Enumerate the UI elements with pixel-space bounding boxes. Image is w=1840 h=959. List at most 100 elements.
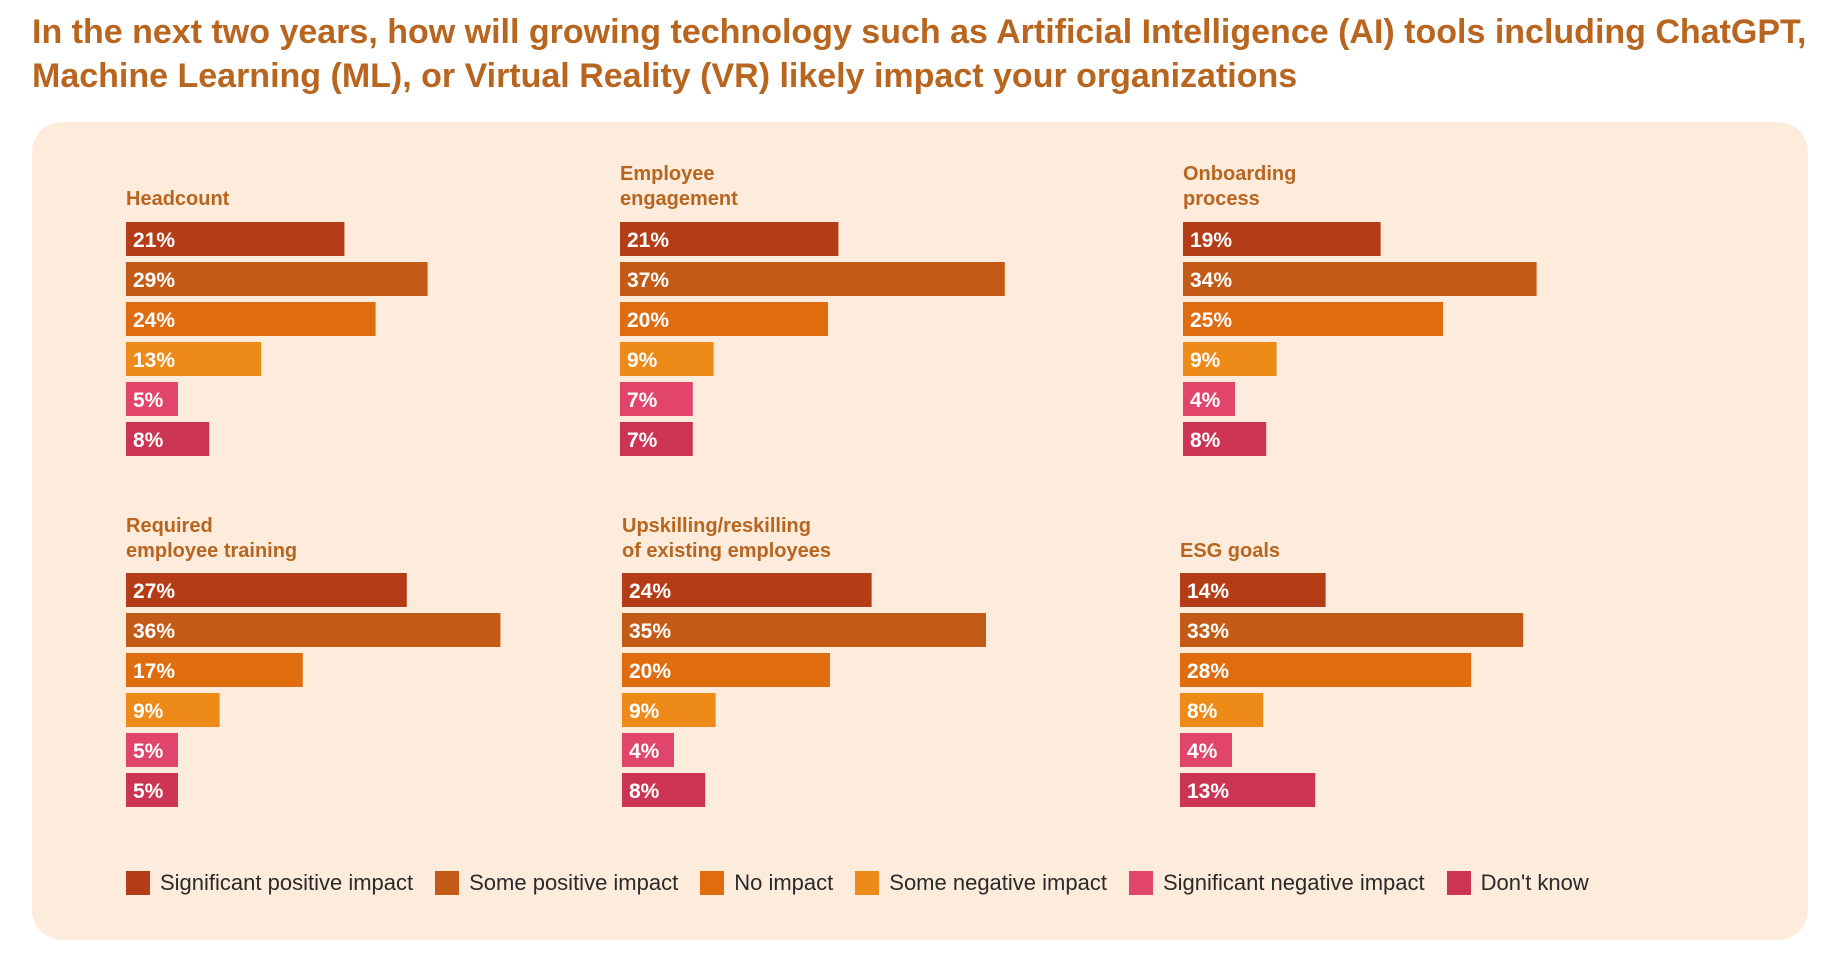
data-label: 4% [1187, 740, 1218, 763]
bar [126, 422, 210, 456]
bar [620, 422, 693, 456]
legend-swatch [126, 871, 150, 895]
bar [1183, 382, 1235, 416]
data-label: 9% [133, 700, 164, 723]
legend-label: Some positive impact [469, 870, 679, 895]
data-label: 21% [627, 229, 669, 252]
bar-chart-6: ESG goals 14% 33% 28% 8% 4% 13% [1180, 540, 1524, 807]
bar-chart-5: Upskilling/reskilling of existing employe… [622, 515, 986, 807]
legend-item-no-impact: No impact [700, 870, 833, 896]
data-label: 34% [1190, 269, 1232, 292]
chart-title: process [1183, 188, 1260, 210]
data-label: 14% [1187, 580, 1229, 603]
bar [1183, 262, 1537, 296]
data-label: 21% [133, 229, 175, 252]
data-label: 28% [1187, 660, 1229, 683]
data-label: 37% [627, 269, 669, 292]
chart-title: of existing employees [622, 540, 831, 562]
bar [1183, 422, 1267, 456]
data-label: 9% [629, 700, 660, 723]
data-label: 5% [133, 389, 164, 412]
data-label: 25% [1190, 309, 1232, 332]
data-label: 9% [627, 349, 658, 372]
data-label: 24% [629, 580, 671, 603]
data-label: 5% [133, 780, 164, 803]
data-label: 29% [133, 269, 175, 292]
bar [126, 302, 376, 336]
bar [126, 693, 220, 727]
legend-swatch [435, 871, 460, 895]
legend-label: Significant positive impact [160, 870, 414, 895]
data-label: 35% [629, 620, 671, 643]
bar [622, 613, 986, 647]
legend-swatch [855, 871, 880, 895]
chart-panel [32, 122, 1808, 940]
bar [622, 693, 716, 727]
legend-label: Significant negative impact [1162, 870, 1425, 895]
data-label: 24% [133, 309, 175, 332]
bar [126, 342, 262, 376]
bar [126, 733, 178, 767]
data-label: 19% [1190, 229, 1232, 252]
bar [1183, 222, 1381, 256]
legend-swatch [1446, 871, 1471, 895]
bar [126, 573, 407, 607]
bar [620, 302, 828, 336]
legend-swatch [1128, 871, 1153, 895]
legend-item-some-negative: Some negative impact [855, 870, 1107, 896]
bar-chart-3: Onboarding process 19% 34% 25% 9% 4% 8% [1183, 163, 1537, 456]
legend-label: Don't know [1480, 870, 1589, 895]
bar [126, 382, 178, 416]
chart-title: Required [126, 515, 213, 537]
data-label: 8% [1187, 700, 1218, 723]
bar [620, 342, 714, 376]
bar [622, 653, 830, 687]
data-label: 8% [1190, 429, 1221, 452]
chart-title: ESG goals [1180, 540, 1280, 562]
data-label: 13% [133, 349, 175, 372]
page-title: In the next two years, how will growing … [32, 13, 1807, 95]
bar [622, 573, 872, 607]
bar [1180, 733, 1232, 767]
bar [1180, 613, 1524, 647]
bar [126, 222, 345, 256]
bar [620, 382, 693, 416]
bar [1180, 653, 1472, 687]
chart-title: employee training [126, 540, 297, 562]
data-label: 27% [133, 580, 175, 603]
chart-title: Headcount [126, 188, 230, 210]
bar [1180, 693, 1264, 727]
bar [126, 613, 501, 647]
data-label: 17% [133, 660, 175, 683]
data-label: 20% [627, 309, 669, 332]
bar [126, 262, 428, 296]
bar [1183, 342, 1277, 376]
data-label: 7% [627, 389, 658, 412]
bar [1180, 573, 1326, 607]
chart-title: Onboarding [1183, 163, 1296, 185]
bar [622, 773, 706, 807]
legend-item-dont-know: Don't know [1446, 870, 1589, 896]
data-label: 33% [1187, 620, 1229, 643]
data-label: 5% [133, 740, 164, 763]
bar [1183, 302, 1443, 336]
bar [126, 653, 303, 687]
bar [126, 773, 178, 807]
data-label: 8% [629, 780, 660, 803]
data-label: 7% [627, 429, 658, 452]
bar [1180, 773, 1316, 807]
bar-chart-2: Employee engagement 21% 37% 20% 9% 7% 7% [620, 163, 1005, 456]
data-label: 8% [133, 429, 164, 452]
data-label: 9% [1190, 349, 1221, 372]
bar [620, 222, 839, 256]
bar-chart-1: Headcount 21% 29% 24% 13% 5% 8% [126, 188, 428, 456]
bar [622, 733, 674, 767]
bar-chart-4: Required employee training 27% 36% 17% 9% 5% 5% [126, 515, 501, 807]
bar [620, 262, 1005, 296]
chart-title: Employee [620, 163, 714, 185]
legend-item-some-positive: Some positive impact [435, 870, 678, 896]
data-label: 13% [1187, 780, 1229, 803]
data-label: 36% [133, 620, 175, 643]
legend-item-significant-positive: Significant positive impact [126, 870, 413, 896]
